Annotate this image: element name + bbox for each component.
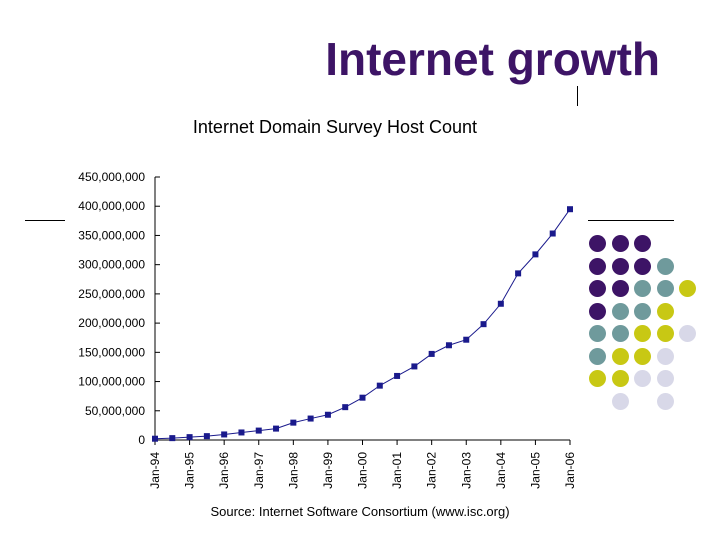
decorative-dot [656, 325, 674, 342]
decorative-dot [656, 347, 674, 365]
decorative-dot [589, 302, 606, 320]
data-point [428, 350, 435, 357]
data-point [549, 230, 556, 237]
y-tick-label: 400,000,000 [78, 199, 145, 213]
data-point [169, 435, 176, 442]
decorative-dot [634, 302, 651, 320]
x-tick-label: Jan-96 [217, 452, 231, 489]
x-tick-label: Jan-06 [563, 452, 577, 489]
data-point [567, 206, 573, 213]
decorative-dot [634, 325, 651, 342]
decorative-dot [634, 235, 651, 252]
chart-source-note: Source: Internet Software Consortium (ww… [210, 504, 510, 519]
data-point [324, 411, 331, 418]
decorative-dot [611, 235, 629, 252]
data-point [255, 427, 262, 434]
y-tick-label: 200,000,000 [78, 316, 145, 330]
data-point [411, 363, 418, 370]
y-tick-label: 450,000,000 [78, 170, 145, 184]
decorative-dot [679, 280, 696, 297]
data-point [152, 435, 158, 442]
decorative-dot [656, 302, 674, 320]
y-tick-label: 350,000,000 [78, 228, 145, 242]
decorative-right-rule [588, 220, 674, 221]
decorative-dot [589, 370, 606, 387]
y-tick-label: 50,000,000 [85, 404, 145, 418]
x-tick-label: Jan-98 [286, 452, 300, 489]
data-point [273, 425, 280, 432]
slide-title: Internet growth [325, 33, 660, 85]
data-point [359, 394, 366, 401]
data-point [376, 382, 383, 389]
decorative-dot [656, 280, 674, 297]
y-tick-label: 100,000,000 [78, 375, 145, 389]
decorative-dot [634, 280, 651, 297]
data-point [515, 270, 522, 277]
data-point [480, 321, 487, 328]
x-tick-label: Jan-01 [390, 452, 404, 489]
decorative-left-rule [25, 220, 65, 221]
decorative-dot [611, 392, 629, 410]
data-point [290, 419, 297, 426]
decorative-dot [589, 325, 606, 342]
decorative-dot [611, 325, 629, 342]
y-tick-label: 300,000,000 [78, 258, 145, 272]
x-tick-label: Jan-02 [425, 452, 439, 489]
x-tick-label: Jan-05 [528, 452, 542, 489]
data-point [307, 415, 314, 422]
decorative-dot [589, 347, 606, 365]
decorative-dot [589, 235, 606, 252]
x-tick-label: Jan-94 [148, 452, 162, 489]
data-point [532, 251, 539, 258]
x-tick-label: Jan-95 [183, 452, 197, 489]
decorative-dot [679, 325, 696, 342]
decorative-vertical-line [577, 86, 578, 106]
data-point [221, 431, 228, 438]
y-tick-label: 250,000,000 [78, 287, 145, 301]
data-point [497, 300, 504, 307]
decorative-dot [611, 302, 629, 320]
x-tick-label: Jan-03 [459, 452, 473, 489]
data-point [203, 433, 210, 440]
decorative-dot [589, 280, 606, 297]
decorative-dot [634, 257, 651, 275]
decorative-dot [656, 392, 674, 410]
data-point [186, 434, 193, 441]
decorative-dot [611, 257, 629, 275]
x-tick-label: Jan-00 [356, 452, 370, 489]
x-tick-label: Jan-97 [252, 452, 266, 489]
decorative-dot [656, 257, 674, 275]
decorative-dot [589, 257, 606, 275]
y-tick-label: 0 [138, 433, 145, 447]
decorative-dot [611, 370, 629, 387]
decorative-dot [611, 280, 629, 297]
data-point [342, 404, 349, 411]
decorative-dot [656, 370, 674, 387]
x-tick-label: Jan-04 [494, 452, 508, 489]
data-point [238, 429, 245, 436]
series-line [154, 208, 571, 440]
decorative-dot [634, 370, 651, 387]
y-tick-label: 150,000,000 [78, 345, 145, 359]
chart-title: Internet Domain Survey Host Count [192, 117, 478, 137]
decorative-dot [634, 347, 651, 365]
x-tick-label: Jan-99 [321, 452, 335, 489]
data-point [445, 342, 452, 349]
data-point [463, 336, 470, 343]
data-point [394, 372, 401, 379]
decorative-dot [611, 347, 629, 365]
